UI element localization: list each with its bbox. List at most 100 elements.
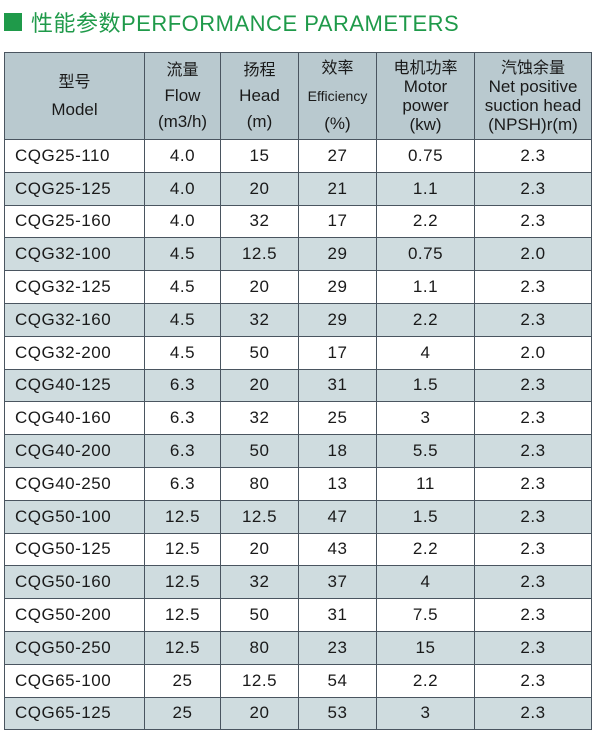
npsh-cell: 2.3	[474, 598, 592, 632]
header-npsh-zh: 汽蚀余量	[500, 58, 565, 77]
efficiency-cell: 31	[298, 598, 377, 632]
power-cell: 15	[376, 630, 475, 665]
flow-cell: 12.5	[144, 630, 221, 665]
header-efficiency: 效率 Efficiency (%)	[298, 52, 377, 140]
flow-cell: 6.3	[144, 368, 221, 403]
flow-cell: 12.5	[144, 565, 221, 600]
header-model-en: Model	[51, 100, 98, 119]
table-row: CQG40-125 6.3 20 31 1.5 2.3	[4, 368, 592, 403]
flow-cell: 6.3	[144, 401, 221, 436]
model-cell: CQG50-250	[4, 630, 145, 665]
header-flow-zh: 流量	[166, 60, 199, 79]
header-npsh-en1: Net positive	[488, 77, 578, 96]
flow-cell: 4.5	[144, 270, 221, 304]
model-cell: CQG25-110	[4, 139, 145, 173]
power-cell: 3	[376, 696, 475, 731]
efficiency-cell: 17	[298, 204, 377, 239]
header-power-unit: (kw)	[409, 115, 442, 134]
flow-cell: 4.5	[144, 335, 221, 370]
flow-cell: 6.3	[144, 434, 221, 468]
npsh-cell: 2.0	[474, 335, 592, 370]
head-cell: 50	[220, 434, 299, 468]
power-cell: 7.5	[376, 598, 475, 632]
npsh-cell: 2.3	[474, 663, 592, 698]
power-cell: 1.5	[376, 368, 475, 403]
model-cell: CQG32-100	[4, 237, 145, 272]
header-npsh-en2: suction head	[484, 96, 582, 115]
flow-cell: 4.0	[144, 139, 221, 173]
header-efficiency-zh: 效率	[321, 58, 354, 77]
power-cell: 3	[376, 401, 475, 436]
npsh-cell: 2.3	[474, 696, 592, 731]
power-cell: 0.75	[376, 237, 475, 272]
header-npsh-unit: (NPSH)r(m)	[488, 115, 578, 134]
power-cell: 1.1	[376, 171, 475, 206]
flow-cell: 25	[144, 663, 221, 698]
power-cell: 4	[376, 565, 475, 600]
header-head-unit: (m)	[246, 112, 273, 131]
performance-table: 型号 Model 流量 Flow (m3/h) 扬程 Head (m) 效率 E…	[4, 52, 592, 731]
table-row: CQG50-100 12.5 12.5 47 1.5 2.3	[4, 499, 592, 534]
model-cell: CQG65-100	[4, 663, 145, 698]
head-cell: 20	[220, 696, 299, 731]
section-title-text: 性能参数PERFORMANCE PARAMETERS	[31, 11, 460, 36]
efficiency-cell: 53	[298, 696, 377, 731]
header-power-en2: power	[402, 96, 449, 115]
power-cell: 1.5	[376, 499, 475, 534]
flow-cell: 4.5	[144, 237, 221, 272]
table-row: CQG65-125 25 20 53 3 2.3	[4, 696, 592, 731]
header-head-en: Head	[239, 86, 280, 105]
model-cell: CQG25-160	[4, 204, 145, 239]
power-cell: 2.2	[376, 532, 475, 567]
table-row: CQG40-160 6.3 32 25 3 2.3	[4, 401, 592, 436]
efficiency-cell: 13	[298, 466, 377, 501]
table-row: CQG32-100 4.5 12.5 29 0.75 2.0	[4, 237, 592, 272]
table-row: CQG32-200 4.5 50 17 4 2.0	[4, 335, 592, 370]
flow-cell: 4.0	[144, 171, 221, 206]
head-cell: 12.5	[220, 237, 299, 272]
efficiency-cell: 29	[298, 237, 377, 272]
header-flow: 流量 Flow (m3/h)	[144, 52, 221, 140]
flow-cell: 6.3	[144, 466, 221, 501]
npsh-cell: 2.3	[474, 565, 592, 600]
table-body: CQG25-110 4.0 15 27 0.75 2.3 CQG25-125 4.0 20 21 1…	[4, 139, 592, 731]
model-cell: CQG25-125	[4, 171, 145, 206]
header-power-zh: 电机功率	[393, 58, 458, 77]
header-head: 扬程 Head (m)	[220, 52, 299, 140]
head-cell: 20	[220, 270, 299, 304]
header-row: 型号 Model 流量 Flow (m3/h) 扬程 Head (m) 效率 E…	[4, 52, 592, 140]
model-cell: CQG40-200	[4, 434, 145, 468]
head-cell: 12.5	[220, 499, 299, 534]
table-row: CQG50-200 12.5 50 31 7.5 2.3	[4, 598, 592, 632]
model-cell: CQG50-100	[4, 499, 145, 534]
npsh-cell: 2.3	[474, 139, 592, 173]
table-row: CQG40-200 6.3 50 18 5.5 2.3	[4, 434, 592, 468]
npsh-cell: 2.3	[474, 630, 592, 665]
flow-cell: 12.5	[144, 499, 221, 534]
npsh-cell: 2.3	[474, 204, 592, 239]
efficiency-cell: 37	[298, 565, 377, 600]
efficiency-cell: 29	[298, 302, 377, 337]
header-power: 电机功率 Motor power (kw)	[376, 52, 475, 140]
head-cell: 20	[220, 532, 299, 567]
table-row: CQG25-125 4.0 20 21 1.1 2.3	[4, 171, 592, 206]
header-head-zh: 扬程	[243, 60, 276, 79]
efficiency-cell: 23	[298, 630, 377, 665]
header-power-en1: Motor	[403, 77, 448, 96]
power-cell: 4	[376, 335, 475, 370]
flow-cell: 4.5	[144, 302, 221, 337]
head-cell: 50	[220, 335, 299, 370]
efficiency-cell: 25	[298, 401, 377, 436]
table-row: CQG50-250 12.5 80 23 15 2.3	[4, 630, 592, 665]
head-cell: 32	[220, 302, 299, 337]
model-cell: CQG40-250	[4, 466, 145, 501]
power-cell: 0.75	[376, 139, 475, 173]
efficiency-cell: 43	[298, 532, 377, 567]
head-cell: 20	[220, 171, 299, 206]
head-cell: 32	[220, 204, 299, 239]
efficiency-cell: 31	[298, 368, 377, 403]
power-cell: 5.5	[376, 434, 475, 468]
npsh-cell: 2.3	[474, 532, 592, 567]
npsh-cell: 2.3	[474, 270, 592, 304]
model-cell: CQG50-125	[4, 532, 145, 567]
